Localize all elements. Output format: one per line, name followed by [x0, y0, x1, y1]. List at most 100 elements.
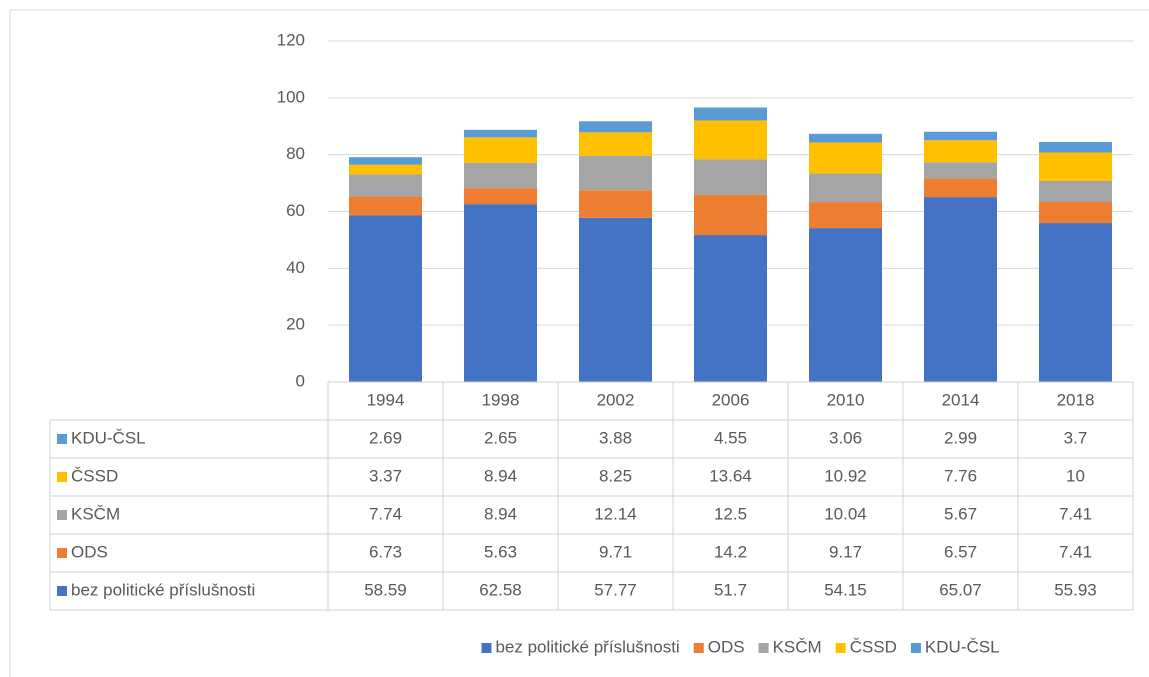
table-cell: 6.73	[369, 542, 402, 561]
table-legend-key	[57, 510, 67, 520]
table-legend-key	[57, 548, 67, 558]
table-cell: 9.71	[599, 542, 632, 561]
table-cell: 13.64	[709, 466, 752, 485]
table-cell: 58.59	[364, 580, 407, 599]
bar-segment	[579, 121, 652, 133]
bar-segment	[579, 217, 652, 382]
table-cell: 51.7	[714, 580, 747, 599]
bar-segment	[694, 194, 767, 236]
table-cell: 10.92	[824, 466, 867, 485]
legend-key	[758, 643, 769, 653]
bar-segment	[464, 162, 537, 189]
bar-segment	[349, 157, 422, 165]
table-legend-key	[57, 434, 67, 444]
table-cell: 8.94	[484, 504, 517, 523]
bar-segment	[694, 159, 767, 195]
table-cell: 3.88	[599, 428, 632, 447]
bar-segment	[809, 202, 882, 229]
bar-segment	[694, 107, 767, 121]
table-cell: 7.41	[1059, 504, 1092, 523]
bar-segment	[464, 188, 537, 205]
table-cell: 2.99	[944, 428, 977, 447]
table-cell: 9.17	[829, 542, 862, 561]
table-row-label: bez politické příslušnosti	[71, 580, 255, 599]
bar-segment	[809, 228, 882, 382]
legend-label: ČSSD	[850, 637, 897, 656]
table-row-label: KSČM	[71, 504, 120, 523]
bar-segment	[579, 190, 652, 218]
bar-segment	[464, 204, 537, 382]
y-tick-label: 100	[277, 87, 305, 106]
x-tick-label: 1994	[367, 390, 405, 409]
y-tick-label: 80	[286, 144, 305, 163]
bar-segment	[809, 133, 882, 143]
legend-label: KSČM	[773, 637, 822, 656]
table-cell: 12.14	[594, 504, 637, 523]
legend-key	[910, 643, 921, 653]
y-tick-label: 0	[296, 371, 305, 390]
table-cell: 55.93	[1054, 580, 1097, 599]
bar-segment	[1039, 202, 1112, 224]
table-legend-key	[57, 472, 67, 482]
table-cell: 7.74	[369, 504, 402, 523]
table-cell: 2.69	[369, 428, 402, 447]
bar-segment	[694, 235, 767, 382]
y-tick-label: 60	[286, 201, 305, 220]
table-cell: 8.94	[484, 466, 517, 485]
bar-segment	[924, 131, 997, 141]
table-cell: 62.58	[479, 580, 522, 599]
table-cell: 12.5	[714, 504, 747, 523]
table-legend-key	[57, 586, 67, 596]
table-row-label: KDU-ČSL	[71, 428, 146, 447]
bar-segment	[924, 178, 997, 198]
table-cell: 4.55	[714, 428, 747, 447]
table-cell: 7.76	[944, 466, 977, 485]
bar-segment	[1039, 142, 1112, 153]
table-cell: 5.63	[484, 542, 517, 561]
legend-key	[481, 643, 492, 653]
y-tick-label: 20	[286, 315, 305, 334]
legend-label: ODS	[708, 637, 745, 656]
bar-segment	[464, 129, 537, 138]
table-cell: 3.7	[1064, 428, 1088, 447]
table-cell: 3.37	[369, 466, 402, 485]
legend-key	[693, 643, 704, 653]
bar-segment	[694, 120, 767, 160]
table-cell: 65.07	[939, 580, 982, 599]
table-cell: 10	[1066, 466, 1085, 485]
x-tick-label: 2006	[712, 390, 750, 409]
bar-segment	[1039, 223, 1112, 382]
bar-segment	[349, 174, 422, 197]
table-row-label: ODS	[71, 542, 108, 561]
bar-segment	[349, 196, 422, 216]
bar-segment	[924, 197, 997, 382]
bar-segment	[924, 162, 997, 179]
x-tick-label: 2018	[1057, 390, 1095, 409]
table-cell: 7.41	[1059, 542, 1092, 561]
bar-segment	[464, 137, 537, 163]
legend-key	[835, 643, 846, 653]
bar-segment	[579, 155, 652, 191]
bar-segment	[349, 215, 422, 382]
x-tick-label: 1998	[482, 390, 520, 409]
table-cell: 8.25	[599, 466, 632, 485]
table-cell: 54.15	[824, 580, 867, 599]
bar-segment	[579, 132, 652, 156]
table-cell: 2.65	[484, 428, 517, 447]
bar-segment	[924, 140, 997, 163]
table-cell: 5.67	[944, 504, 977, 523]
bar-segment	[809, 142, 882, 174]
table-cell: 14.2	[714, 542, 747, 561]
y-tick-label: 40	[286, 258, 305, 277]
x-tick-label: 2002	[597, 390, 635, 409]
y-tick-label: 120	[277, 30, 305, 49]
table-cell: 3.06	[829, 428, 862, 447]
table-cell: 10.04	[824, 504, 867, 523]
x-tick-label: 2010	[827, 390, 865, 409]
x-tick-label: 2014	[942, 390, 980, 409]
bar-segment	[1039, 180, 1112, 203]
table-cell: 6.57	[944, 542, 977, 561]
legend-label: bez politické příslušnosti	[495, 637, 679, 656]
table-cell: 57.77	[594, 580, 637, 599]
